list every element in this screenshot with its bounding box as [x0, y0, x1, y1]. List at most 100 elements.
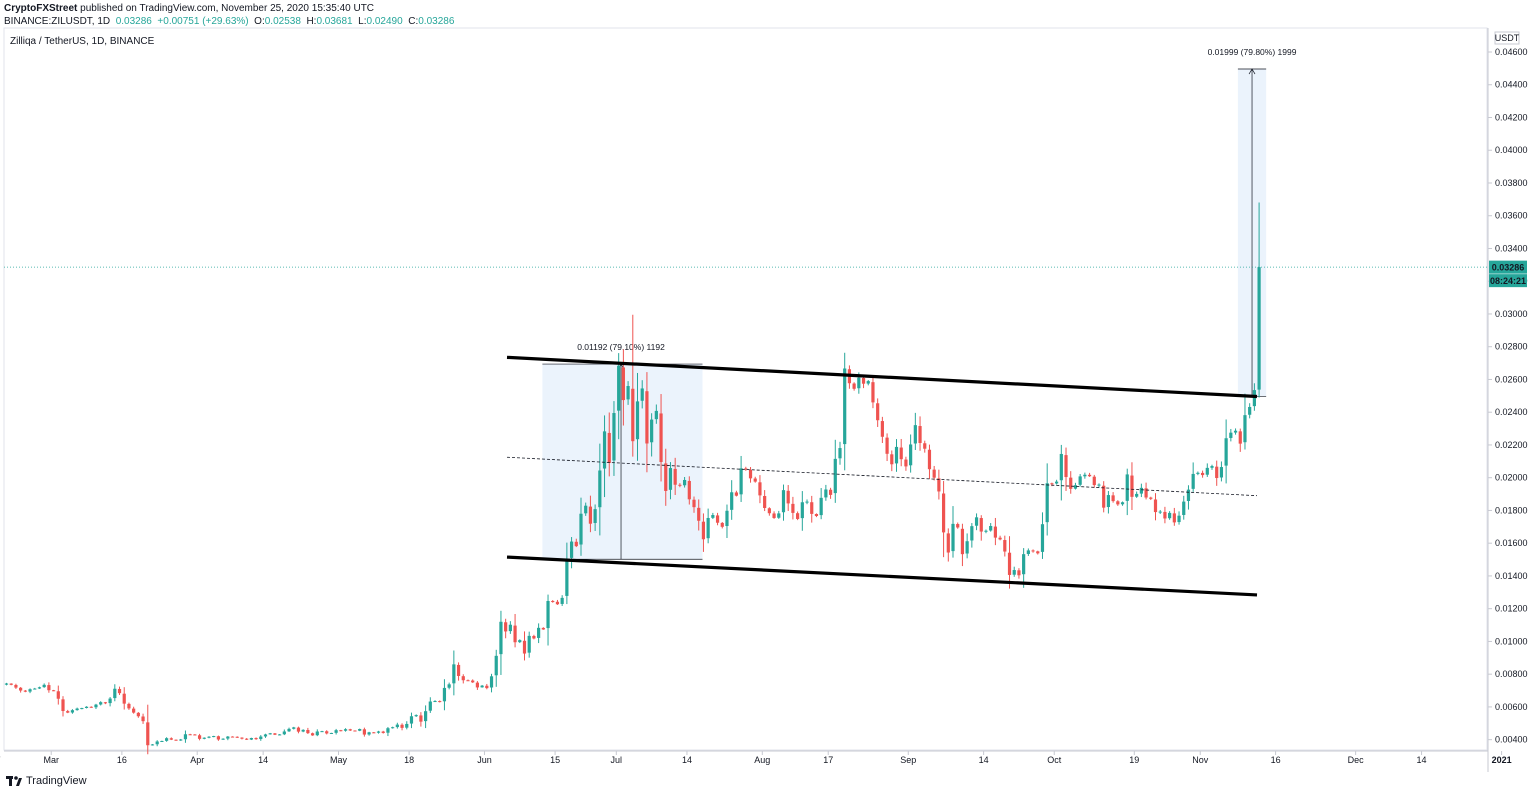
- candle-body: [37, 687, 42, 689]
- ohlc-line: BINANCE:ZILUSDT, 1D 0.03286 +0.00751 (+2…: [4, 16, 454, 28]
- candle-body: [574, 541, 578, 547]
- x-tick-label: 16: [117, 755, 127, 765]
- candle-body: [306, 730, 310, 734]
- candle-body: [650, 419, 654, 443]
- candle-body: [819, 497, 823, 516]
- candle-body: [1168, 512, 1172, 519]
- candle-body: [527, 635, 531, 653]
- candle-body: [1130, 475, 1134, 497]
- candle-body: [301, 729, 305, 732]
- channel-lower-line: [506, 555, 1258, 597]
- candle-body: [150, 744, 155, 746]
- candle-body: [343, 729, 348, 731]
- candle-body: [631, 388, 635, 442]
- candle-body: [866, 381, 870, 384]
- candle-body: [1102, 485, 1106, 508]
- candle-body: [824, 489, 828, 498]
- candle-body: [1017, 570, 1021, 576]
- high-label: H:: [306, 16, 317, 27]
- candle-body: [588, 506, 593, 524]
- y-tick-label: 0.02400: [1495, 407, 1528, 417]
- candle-body: [734, 492, 738, 496]
- candle-body: [376, 731, 381, 733]
- y-tick-label: 0.04400: [1495, 80, 1528, 90]
- candle-body: [706, 517, 710, 539]
- candle-body: [923, 443, 927, 449]
- y-tick-label: 0.01000: [1495, 636, 1528, 646]
- candle-body: [998, 537, 1002, 540]
- candle-body: [56, 691, 60, 699]
- candle-body: [103, 702, 107, 704]
- candle-body: [640, 388, 644, 401]
- candle-body: [315, 731, 319, 736]
- candle-body: [1210, 466, 1214, 468]
- candle-body: [263, 734, 268, 737]
- candle-body: [1177, 515, 1181, 523]
- measure-label-1: 0.01192 (79.10%) 1192: [577, 342, 665, 352]
- candle-body: [1055, 481, 1059, 484]
- candle-body: [489, 676, 494, 688]
- candle-body: [1003, 540, 1007, 552]
- candle-body: [334, 730, 338, 733]
- candle-body: [1059, 453, 1063, 481]
- candle-body: [419, 715, 423, 722]
- candle-body: [1069, 477, 1073, 489]
- candle-body: [1224, 438, 1228, 466]
- candle-body: [165, 738, 169, 741]
- candle-body: [861, 377, 866, 384]
- candle-body: [894, 446, 899, 464]
- candle-body: [777, 513, 781, 518]
- candle-body: [937, 478, 941, 492]
- candle-body: [47, 685, 51, 691]
- candle-body: [1097, 484, 1101, 486]
- candle-body: [447, 684, 451, 688]
- candle-body: [1233, 430, 1238, 433]
- candle-body: [245, 738, 249, 740]
- chart-header: CryptoFXStreet published on TradingView.…: [4, 3, 454, 28]
- candle-body: [353, 730, 357, 732]
- candle-body: [560, 597, 564, 604]
- candle-body: [1153, 499, 1158, 513]
- candle-body: [339, 730, 343, 732]
- candle-body: [1135, 493, 1139, 497]
- candle-body: [202, 737, 206, 739]
- tradingview-logo[interactable]: TradingView: [6, 775, 87, 787]
- candle-body: [1248, 406, 1252, 415]
- x-tick-label: 2021: [1492, 755, 1512, 765]
- candle-body: [320, 731, 324, 733]
- candle-body: [546, 600, 550, 629]
- channel-midline: [506, 456, 1258, 497]
- candle-body: [833, 458, 837, 494]
- candle-body: [197, 735, 202, 739]
- publisher-name[interactable]: CryptoFXStreet: [4, 3, 78, 14]
- candle-body: [33, 688, 37, 690]
- candle-body: [555, 601, 560, 605]
- candle-body: [395, 724, 399, 728]
- measure-label-2: 0.01999 (79.80%) 1999: [1208, 47, 1297, 57]
- candle-body: [621, 367, 625, 401]
- last-price-label: 0.03286: [1492, 263, 1525, 273]
- candle-body: [61, 699, 65, 712]
- candle-body: [941, 493, 946, 533]
- candle-body: [461, 676, 465, 681]
- x-tick-label: Aug: [754, 755, 770, 765]
- candle-body: [828, 489, 833, 495]
- last-price: 0.03286: [115, 16, 152, 27]
- x-tick-label: 16: [1271, 755, 1281, 765]
- candle-body: [1191, 473, 1195, 489]
- candle-body: [725, 510, 729, 527]
- candle-body: [668, 468, 673, 490]
- candle-body: [584, 505, 588, 514]
- candle-body: [240, 737, 244, 739]
- candle-body: [1200, 472, 1205, 476]
- candle-body: [1022, 554, 1026, 575]
- y-tick-label: 0.00800: [1495, 669, 1528, 679]
- candle-body: [508, 624, 512, 632]
- candle-body: [66, 711, 70, 713]
- candle-body: [904, 459, 908, 467]
- low-value: 0.02490: [366, 16, 403, 27]
- y-tick-label: 0.04000: [1495, 145, 1528, 155]
- candle-body: [551, 601, 555, 603]
- candle-body: [697, 507, 701, 521]
